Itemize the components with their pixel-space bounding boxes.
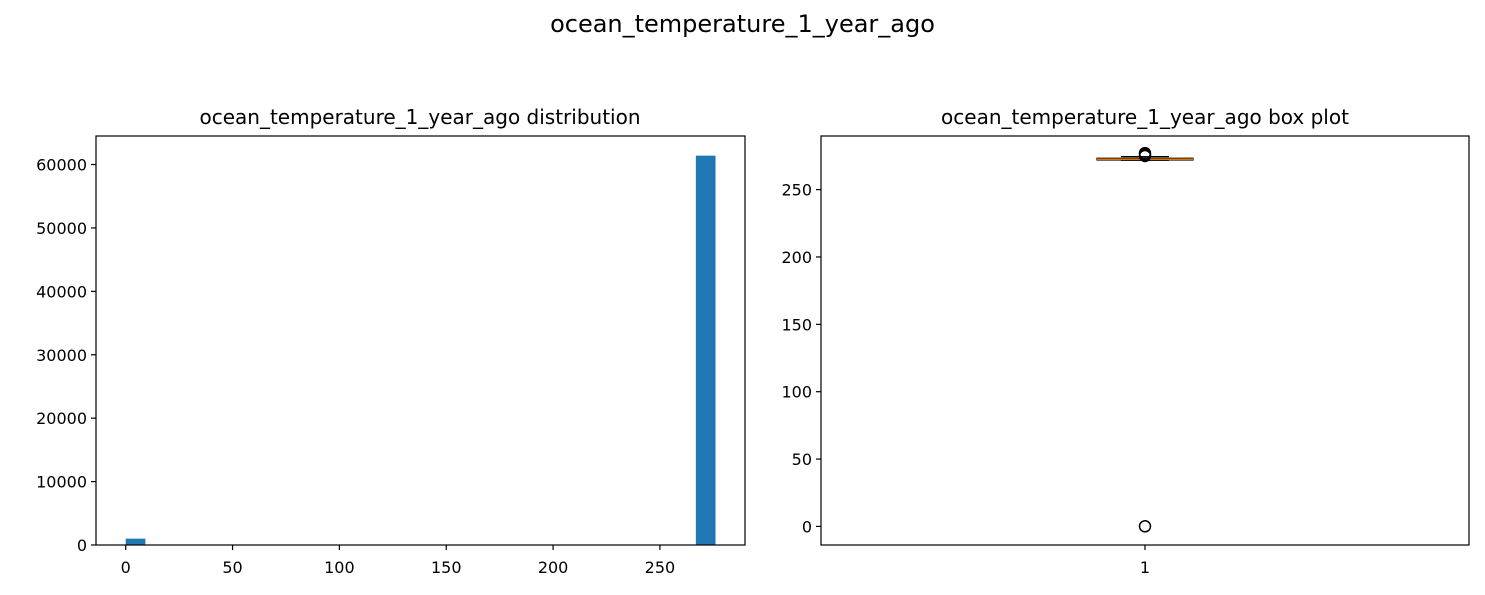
boxplot-axes-frame: [820, 135, 1470, 546]
y-tick-label: 60000: [36, 156, 87, 175]
histogram-y-ticks: 0 10000 20000 30000 40000 50000 60000: [36, 156, 96, 555]
figure-title: ocean_temperature_1_year_ago: [550, 10, 935, 38]
y-tick-label: 50: [792, 450, 812, 469]
y-tick-label: 0: [802, 517, 812, 536]
x-tick-label: 50: [222, 558, 242, 577]
y-tick-label: 50000: [36, 219, 87, 238]
boxplot-title: ocean_temperature_1_year_ago box plot: [941, 105, 1349, 129]
boxplot-outliers: [1138, 146, 1152, 533]
y-tick-label: 200: [781, 248, 812, 267]
y-tick-label: 10000: [36, 473, 87, 492]
y-tick-label: 100: [781, 383, 812, 402]
y-tick-label: 0: [77, 536, 87, 555]
histogram-x-ticks: 0 50 100 150 200 250: [121, 545, 676, 577]
histogram-bar: [125, 538, 146, 545]
y-tick-label: 150: [781, 315, 812, 334]
histogram-bars: [125, 155, 716, 546]
y-tick-label: 30000: [36, 346, 87, 365]
boxplot-panel: ocean_temperature_1_year_ago box plot 0 5…: [781, 105, 1470, 577]
y-tick-label: 250: [781, 181, 812, 200]
histogram-axes-frame: [95, 135, 746, 546]
x-tick-label: 0: [121, 558, 131, 577]
histogram-panel: ocean_temperature_1_year_ago distributio…: [36, 105, 746, 577]
boxplot-x-ticks: 1: [1140, 545, 1150, 577]
y-tick-label: 40000: [36, 282, 87, 301]
x-tick-label: 1: [1140, 558, 1150, 577]
x-tick-label: 200: [538, 558, 569, 577]
x-tick-label: 150: [431, 558, 462, 577]
y-tick-label: 20000: [36, 409, 87, 428]
boxplot-y-ticks: 0 50 100 150 200 250: [781, 181, 821, 536]
outlier-point: [1138, 519, 1152, 533]
x-tick-label: 100: [324, 558, 355, 577]
histogram-bar: [695, 155, 716, 546]
x-tick-label: 250: [645, 558, 676, 577]
histogram-title: ocean_temperature_1_year_ago distributio…: [199, 105, 640, 129]
outlier-point: [1138, 146, 1152, 160]
